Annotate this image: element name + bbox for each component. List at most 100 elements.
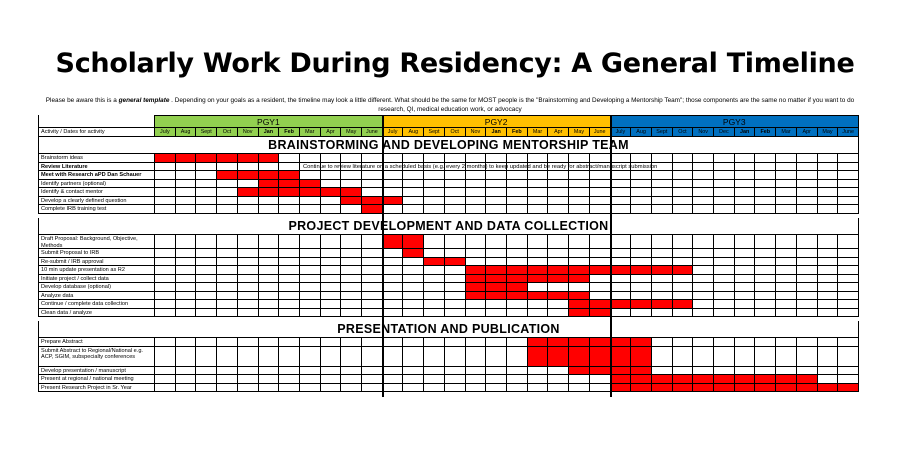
timeline-bar-cell bbox=[776, 383, 797, 392]
timeline-cell bbox=[444, 338, 466, 347]
timeline-cell bbox=[651, 366, 673, 375]
timeline-cell bbox=[237, 196, 259, 205]
timeline-cell bbox=[651, 308, 673, 317]
timeline-cell bbox=[548, 196, 570, 205]
timeline-cell bbox=[341, 249, 363, 258]
timeline-cell bbox=[693, 154, 715, 163]
timeline-cell bbox=[672, 274, 694, 283]
timeline-cell bbox=[155, 257, 176, 266]
timeline-cell bbox=[196, 179, 218, 188]
timeline-cell bbox=[693, 179, 715, 188]
timeline-cell bbox=[527, 179, 549, 188]
month-pgy1-nov: Nov bbox=[237, 128, 259, 137]
timeline-cell bbox=[569, 188, 590, 197]
timeline-cell bbox=[734, 308, 756, 317]
timeline-cell bbox=[362, 346, 383, 367]
timeline-cell bbox=[444, 179, 466, 188]
month-pgy1-may: May bbox=[341, 128, 363, 137]
timeline-cell bbox=[403, 266, 425, 275]
header-blank-cell bbox=[38, 115, 155, 128]
timeline-cell bbox=[237, 205, 259, 214]
timeline-cell bbox=[817, 338, 839, 347]
timeline-cell bbox=[279, 257, 300, 266]
month-pgy1-oct: Oct bbox=[217, 128, 238, 137]
timeline-bar-cell bbox=[155, 154, 176, 163]
timeline-cell bbox=[714, 274, 735, 283]
timeline-cell bbox=[486, 338, 507, 347]
timeline-cell bbox=[631, 257, 652, 266]
intro-note: Please be aware this is a general templa… bbox=[38, 96, 862, 114]
timeline-cell bbox=[672, 283, 694, 292]
timeline-cell bbox=[548, 179, 570, 188]
timeline-cell bbox=[175, 346, 197, 367]
timeline-cell bbox=[299, 274, 321, 283]
timeline-bar-cell bbox=[258, 188, 280, 197]
timeline-cell bbox=[279, 375, 300, 384]
timeline-cell bbox=[155, 338, 176, 347]
timeline-cell bbox=[341, 235, 363, 249]
timeline-cell bbox=[382, 383, 404, 392]
timeline-cell bbox=[155, 308, 176, 317]
timeline-cell bbox=[507, 205, 528, 214]
timeline-cell bbox=[424, 179, 445, 188]
timeline-bar-cell bbox=[299, 179, 321, 188]
timeline-cell bbox=[196, 291, 218, 300]
timeline-cell bbox=[175, 283, 197, 292]
timeline-cell bbox=[382, 366, 404, 375]
timeline-bar-cell bbox=[631, 366, 652, 375]
timeline-cell bbox=[299, 375, 321, 384]
timeline-bar-cell bbox=[362, 205, 383, 214]
timeline-bar-cell bbox=[548, 266, 570, 275]
timeline-cell bbox=[589, 249, 611, 258]
timeline-cell bbox=[486, 188, 507, 197]
timeline-cell bbox=[714, 154, 735, 163]
timeline-cell bbox=[486, 257, 507, 266]
timeline-cell bbox=[755, 154, 777, 163]
timeline-cell bbox=[755, 274, 777, 283]
timeline-cell bbox=[734, 196, 756, 205]
timeline-cell bbox=[444, 235, 466, 249]
timeline-cell bbox=[444, 383, 466, 392]
timeline-bar-cell bbox=[672, 300, 694, 309]
timeline-cell bbox=[838, 205, 859, 214]
timeline-cell bbox=[548, 154, 570, 163]
timeline-cell bbox=[796, 338, 818, 347]
activity-label: Review Literature bbox=[38, 162, 155, 171]
year-header-pgy1: PGY1 bbox=[155, 115, 383, 128]
timeline-bar-cell bbox=[527, 346, 549, 367]
timeline-cell bbox=[651, 346, 673, 367]
timeline-cell bbox=[714, 308, 735, 317]
month-pgy1-june: June bbox=[362, 128, 383, 137]
activity-label: Develop database (optional) bbox=[38, 283, 155, 292]
timeline-cell bbox=[196, 162, 218, 171]
timeline-cell bbox=[693, 308, 715, 317]
timeline-cell bbox=[672, 346, 694, 367]
timeline-cell bbox=[382, 291, 404, 300]
timeline-cell bbox=[341, 266, 363, 275]
timeline-cell bbox=[838, 235, 859, 249]
timeline-cell bbox=[817, 249, 839, 258]
timeline-cell bbox=[258, 162, 280, 171]
timeline-cell bbox=[403, 366, 425, 375]
timeline-cell bbox=[610, 291, 632, 300]
note-emphasis: general template bbox=[118, 97, 170, 104]
timeline-cell bbox=[217, 375, 238, 384]
timeline-cell bbox=[755, 308, 777, 317]
timeline-cell bbox=[237, 346, 259, 367]
timeline-cell bbox=[776, 179, 797, 188]
timeline-cell bbox=[320, 274, 342, 283]
timeline-cell bbox=[444, 300, 466, 309]
timeline-cell bbox=[175, 205, 197, 214]
timeline-cell bbox=[610, 257, 632, 266]
timeline-cell bbox=[320, 308, 342, 317]
timeline-bar-cell bbox=[279, 188, 300, 197]
timeline-cell bbox=[817, 274, 839, 283]
timeline-cell bbox=[838, 249, 859, 258]
timeline-cell bbox=[776, 257, 797, 266]
timeline-cell bbox=[838, 171, 859, 180]
timeline-cell bbox=[569, 249, 590, 258]
timeline-cell bbox=[569, 154, 590, 163]
timeline-cell bbox=[507, 300, 528, 309]
timeline-cell bbox=[548, 300, 570, 309]
timeline-cell bbox=[776, 366, 797, 375]
